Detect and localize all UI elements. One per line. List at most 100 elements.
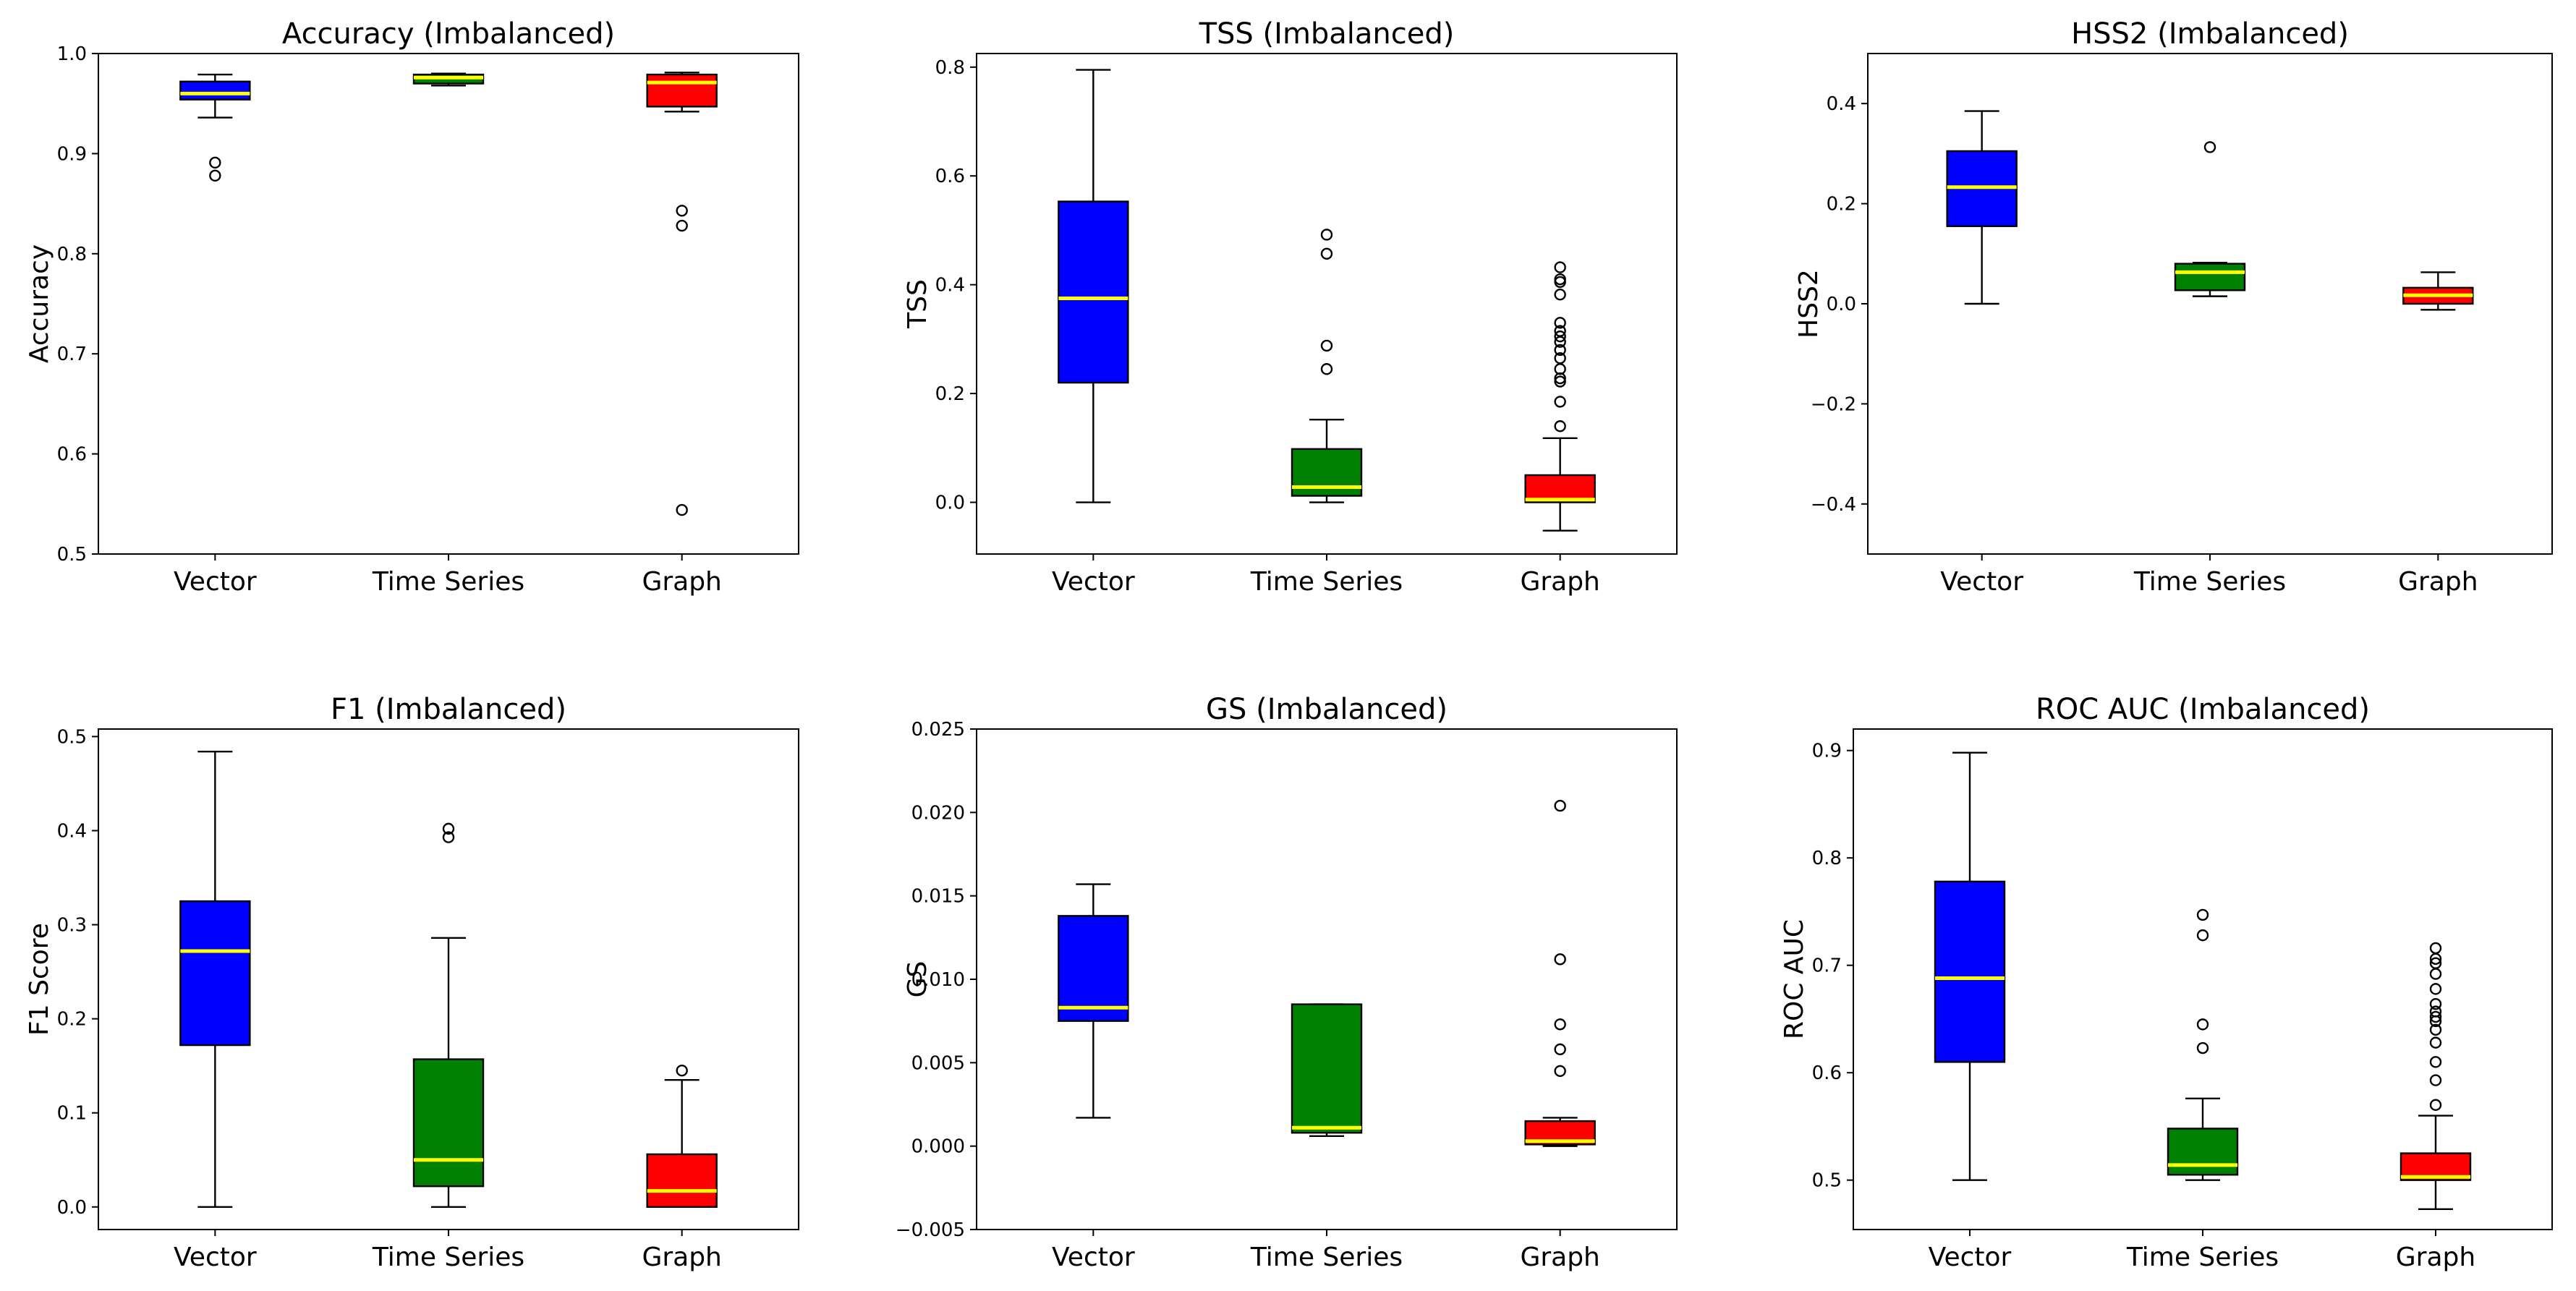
y-axis-label: F1 Score [25, 923, 54, 1036]
box-iqr [179, 900, 251, 1047]
outlier-point [676, 1064, 688, 1077]
y-tick-label: 0.6 [935, 166, 965, 187]
outlier-point [1320, 247, 1333, 260]
x-category-label: Graph [2396, 1243, 2475, 1272]
outlier-point [2203, 141, 2216, 153]
y-tick-label: −0.2 [1811, 393, 1856, 415]
box-iqr [179, 80, 251, 101]
y-tick-label: 0.000 [911, 1136, 965, 1158]
plot-frame [98, 53, 799, 555]
outlier-point [1320, 363, 1333, 375]
y-axis-label: GS [903, 961, 932, 998]
y-tick-label: −0.005 [896, 1219, 965, 1241]
outlier-point [2429, 942, 2442, 955]
y-tick-label: 0.8 [935, 57, 965, 79]
box-graph [2399, 942, 2472, 1210]
outlier-point [1554, 289, 1566, 301]
y-tick-label: 0.4 [935, 275, 965, 297]
outlier-point [1554, 1018, 1566, 1031]
box-iqr [412, 1058, 485, 1188]
outlier-point [676, 503, 688, 516]
outlier-point [1554, 344, 1566, 357]
box-graph [646, 1064, 718, 1208]
outlier-point [2429, 1010, 2442, 1023]
outlier-point [1554, 799, 1566, 812]
box-iqr [1058, 200, 1129, 384]
box-graph [646, 72, 718, 516]
y-tick-label: 0.9 [57, 143, 87, 165]
y-tick-label: 0.4 [57, 820, 87, 842]
outlier-point [1320, 229, 1333, 241]
outlier-point [2196, 929, 2209, 942]
y-tick-label: 0.5 [1812, 1170, 1842, 1192]
x-category-label: Graph [1520, 1243, 1599, 1272]
outlier-point [1554, 1065, 1566, 1078]
plot-title: ROC AUC (Imbalanced) [2036, 693, 2370, 726]
subplot-5: −0.005 0.000 0.005 0.010 0.015 0.020 0.025 Vect… [896, 693, 1678, 1272]
outlier-point [2196, 1018, 2209, 1031]
box-graph [1524, 261, 1596, 532]
outlier-point [1554, 375, 1566, 388]
y-tick-label: 0.0 [1827, 294, 1856, 315]
y-tick-label: 0.5 [57, 726, 87, 748]
y-tick-label: 0.7 [57, 344, 87, 365]
outlier-point [1554, 1043, 1566, 1056]
outlier-point [1554, 372, 1566, 385]
y-tick-label: 0.0 [57, 1197, 87, 1219]
box-iqr [646, 73, 718, 108]
x-category-label: Graph [2398, 567, 2478, 597]
box-iqr [2174, 263, 2246, 291]
box-iqr [646, 1153, 718, 1208]
box-iqr [2167, 1128, 2239, 1176]
y-tick-label: −0.4 [1811, 494, 1856, 516]
y-tick-label: 0.8 [57, 244, 87, 265]
y-tick-label: 0.9 [1812, 741, 1842, 762]
box-time-series [412, 822, 485, 1208]
outlier-point [2196, 908, 2209, 921]
outlier-point [2429, 968, 2442, 980]
outlier-point [2429, 1056, 2442, 1068]
y-tick-label: 0.2 [57, 1009, 87, 1031]
y-tick-label: 0.0 [935, 493, 965, 514]
box-vector [1946, 110, 2018, 305]
y-tick-label: 0.8 [1812, 848, 1842, 869]
plot-title: F1 (Imbalanced) [331, 693, 566, 726]
x-category-label: Time Series [372, 1243, 524, 1272]
x-category-label: Graph [642, 567, 721, 597]
subplot-6: 0.5 0.6 0.7 0.8 0.9 Vector Time Series Graph ROC… [1780, 693, 2553, 1272]
plot-title: Accuracy (Imbalanced) [282, 17, 615, 51]
y-tick-label: 0.2 [935, 383, 965, 405]
subplot-3: −0.4 −0.2 0.0 0.2 0.4 Vector Time Series Graph H… [1794, 17, 2553, 597]
outlier-point [1554, 330, 1566, 343]
box-vector [1934, 751, 2006, 1181]
y-axis-label: HSS2 [1794, 269, 1824, 338]
x-category-label: Time Series [1250, 567, 1403, 597]
outlier-point [209, 169, 221, 182]
outlier-point [2429, 953, 2442, 965]
box-iqr [1934, 880, 2006, 1063]
outlier-point [2429, 1074, 2442, 1086]
box-vector [179, 751, 251, 1208]
outlier-point [2429, 1023, 2442, 1036]
outlier-point [442, 822, 455, 835]
box-time-series [1291, 229, 1363, 503]
y-axis-label: TSS [903, 279, 932, 329]
outlier-point [676, 205, 688, 217]
box-graph [1524, 799, 1596, 1147]
y-tick-label: 0.020 [911, 802, 965, 824]
outlier-point [2429, 1036, 2442, 1049]
y-axis-label: Accuracy [25, 244, 54, 363]
x-category-label: Time Series [1250, 1243, 1403, 1272]
y-tick-label: 0.025 [911, 719, 965, 741]
outlier-point [209, 156, 221, 169]
outlier-point [1554, 396, 1566, 408]
x-category-label: Time Series [372, 567, 524, 597]
outlier-point [2429, 983, 2442, 995]
box-vector [179, 73, 251, 182]
x-category-label: Vector [1940, 567, 2023, 597]
outlier-point [676, 219, 688, 232]
box-time-series [1291, 1003, 1363, 1138]
x-category-label: Vector [1052, 567, 1135, 597]
outlier-point [2196, 1041, 2209, 1054]
y-tick-label: 1.0 [57, 43, 87, 65]
